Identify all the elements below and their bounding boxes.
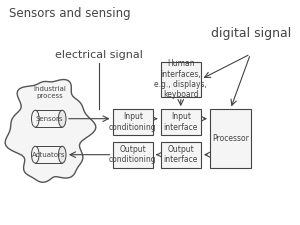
Ellipse shape [58,146,66,163]
Text: Human
interfaces,
e.g., displays,
keyboard: Human interfaces, e.g., displays, keyboa… [154,59,207,99]
Text: Input
interface: Input interface [164,112,198,132]
Text: Sensors: Sensors [35,116,62,122]
FancyBboxPatch shape [35,146,62,163]
FancyBboxPatch shape [210,109,250,168]
Text: Industrial
process: Industrial process [33,86,66,99]
Text: Output
interface: Output interface [164,145,198,164]
Text: digital signal: digital signal [211,27,291,40]
FancyBboxPatch shape [112,109,153,135]
Text: Output
conditioning: Output conditioning [109,145,157,164]
FancyBboxPatch shape [35,110,62,127]
Ellipse shape [32,110,39,127]
Ellipse shape [58,110,66,127]
Text: Actuators: Actuators [32,152,65,158]
FancyBboxPatch shape [112,142,153,168]
Text: Sensors and sensing: Sensors and sensing [9,7,130,20]
FancyBboxPatch shape [160,109,201,135]
Polygon shape [5,79,96,182]
Text: electrical signal: electrical signal [55,50,143,60]
Ellipse shape [32,146,39,163]
Text: Input
conditioning: Input conditioning [109,112,157,132]
FancyBboxPatch shape [160,142,201,168]
FancyBboxPatch shape [160,62,201,97]
Text: Processor: Processor [212,134,249,143]
